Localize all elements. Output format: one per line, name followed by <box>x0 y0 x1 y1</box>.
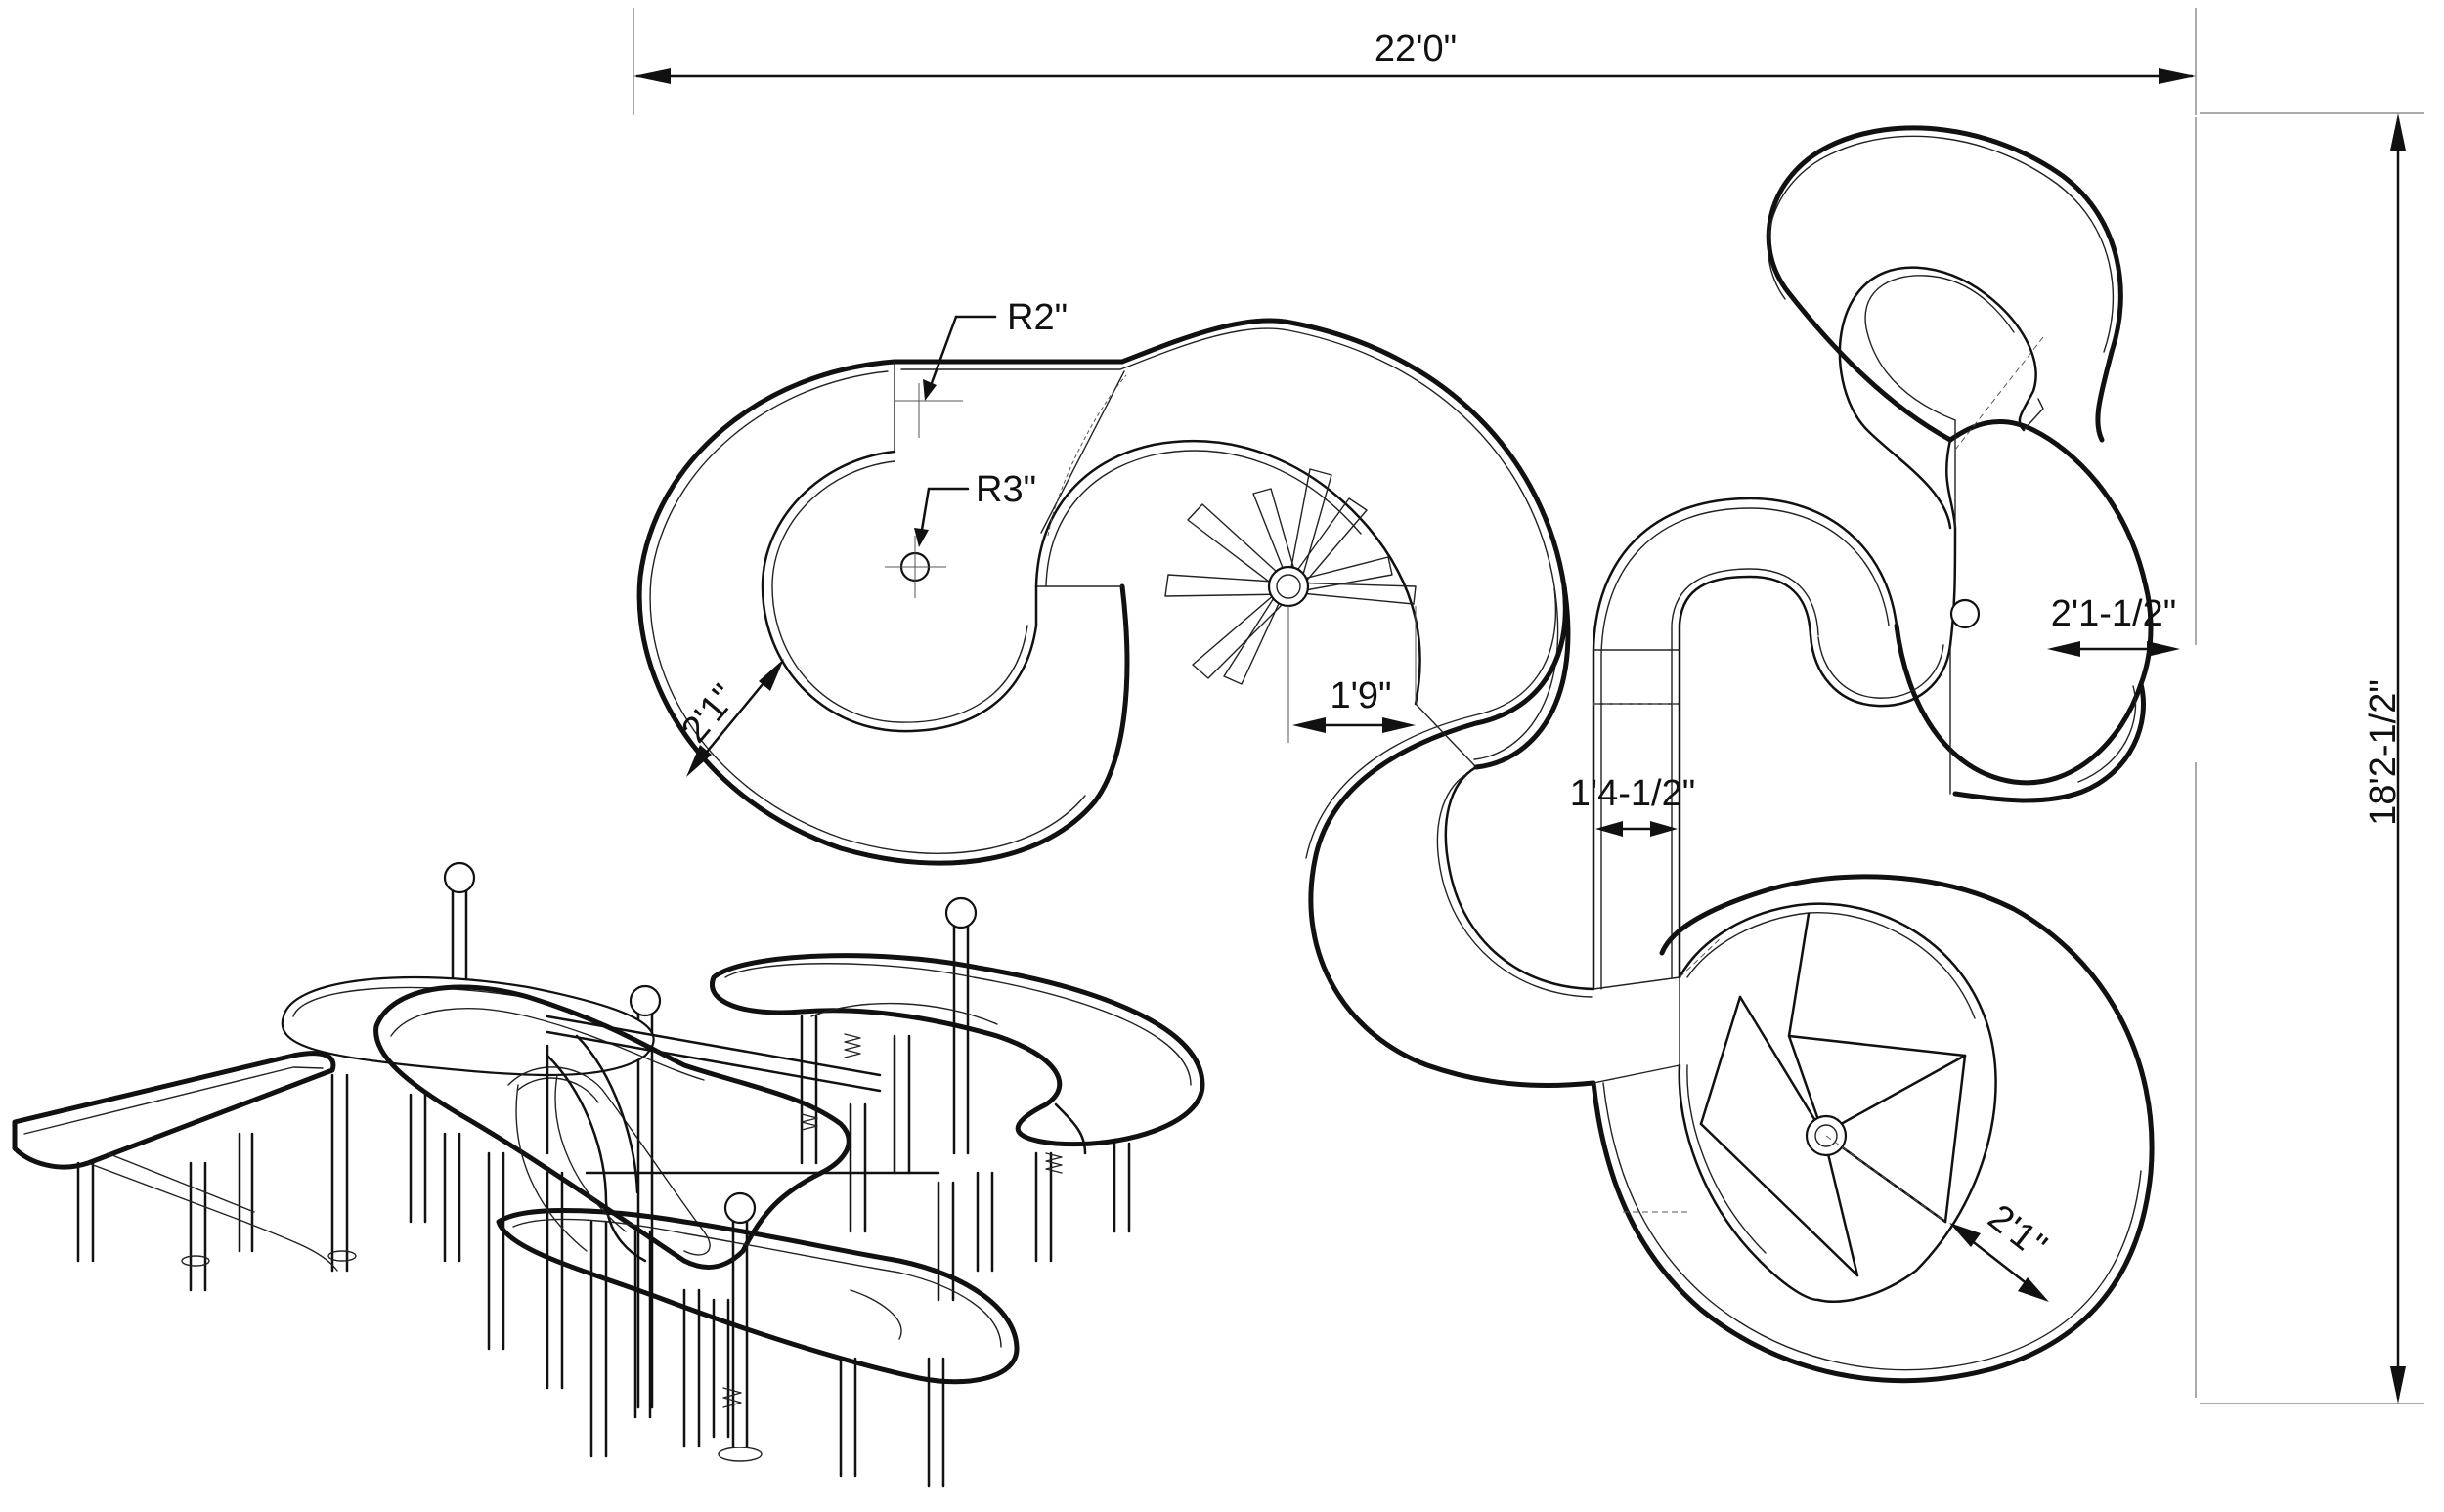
left-slide-width-dimension: 2'1" <box>674 659 784 777</box>
bottom-spiral-slide <box>1591 874 2155 1384</box>
right-slide-width-label: 2'1-1/2" <box>2051 593 2177 634</box>
overall-depth-dimension: 18'2-1/2" <box>2195 112 2424 1404</box>
center-gap-label: 1'9" <box>1330 675 1391 716</box>
straight-slide <box>12 1051 338 1272</box>
radius-callout-inner: R3" <box>914 469 1036 547</box>
left-spiral-slide <box>636 318 1571 866</box>
bottom-slide-width-dimension: 2'1" <box>1949 1197 2054 1302</box>
right-curved-deck <box>710 953 1205 1155</box>
left-slide-width-label: 2'1" <box>674 677 745 751</box>
center-s-curve-chute <box>1305 497 1898 1089</box>
radius-callout-outer: R2" <box>895 297 1068 438</box>
radius-inner-label: R3" <box>976 469 1036 510</box>
right-slide-width-dimension: 2'1-1/2" <box>2047 593 2180 657</box>
overall-width-dimension: 22'0" <box>633 8 2197 115</box>
right-spiral-slide <box>1766 125 2154 803</box>
chute-width-label: 1'4-1/2" <box>1570 773 1696 814</box>
chute-width-dimension: 1'4-1/2" <box>1570 773 1696 837</box>
spiral-twist-slide <box>496 1034 1020 1385</box>
upper-curved-deck <box>281 975 655 1077</box>
center-gap-dimension: 1'9" <box>1287 606 1416 743</box>
radius-outer-label: R2" <box>1007 297 1068 338</box>
support-posts <box>76 1015 1131 1488</box>
spring-coils <box>722 1033 1063 1408</box>
overall-depth-label: 18'2-1/2" <box>2363 679 2404 826</box>
isometric-slide-view <box>12 861 1205 1488</box>
ground-pads <box>181 1250 763 1462</box>
overall-width-label: 22'0" <box>1375 28 1457 69</box>
rail-bars <box>546 1015 940 1175</box>
spiral-step-fan <box>1164 468 1417 704</box>
